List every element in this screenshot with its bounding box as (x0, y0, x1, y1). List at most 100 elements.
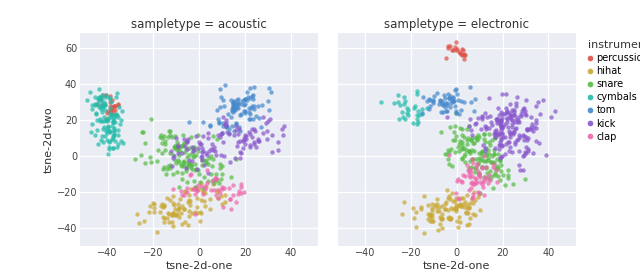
Point (212, 136, 222, 141)
Point (157, 201, 167, 206)
Point (225, 197, 235, 201)
Point (174, 145, 184, 149)
Point (511, 116, 521, 121)
Point (511, 100, 521, 105)
Point (97, 127, 108, 132)
Point (196, 181, 206, 185)
Point (464, 188, 474, 192)
Point (424, 219, 435, 223)
Point (488, 152, 499, 156)
Point (232, 140, 243, 145)
Point (497, 144, 507, 148)
Point (190, 185, 200, 190)
Point (233, 101, 243, 106)
Point (461, 211, 471, 215)
Point (116, 139, 127, 143)
Point (447, 190, 457, 195)
Point (215, 161, 225, 166)
Point (201, 159, 211, 164)
Point (186, 163, 196, 167)
Point (426, 214, 436, 219)
Point (526, 115, 536, 120)
Point (494, 132, 504, 136)
Point (230, 156, 240, 160)
Point (179, 158, 189, 163)
Point (474, 172, 484, 177)
Point (445, 43, 455, 48)
Point (451, 209, 461, 213)
Point (113, 133, 123, 137)
Point (453, 225, 463, 229)
Point (204, 149, 214, 153)
Point (464, 149, 474, 153)
Point (164, 198, 175, 202)
Point (516, 114, 526, 118)
Point (242, 90, 252, 94)
Point (264, 86, 275, 90)
Point (469, 109, 479, 113)
Point (228, 193, 238, 198)
Point (502, 110, 513, 114)
Point (444, 161, 454, 166)
Point (225, 114, 236, 119)
Point (263, 119, 273, 123)
Point (221, 124, 232, 129)
Point (105, 100, 115, 105)
Point (437, 99, 447, 103)
Point (448, 99, 458, 104)
Point (503, 124, 513, 129)
Point (518, 133, 529, 138)
Point (227, 107, 237, 112)
Point (108, 129, 118, 133)
Point (447, 199, 458, 203)
Point (170, 146, 180, 150)
Point (117, 108, 127, 113)
Point (100, 102, 110, 106)
Point (452, 92, 463, 97)
Point (97, 100, 107, 105)
Point (412, 92, 422, 96)
Point (435, 214, 445, 219)
Point (216, 95, 226, 99)
Point (96, 137, 106, 142)
Point (187, 151, 197, 155)
Point (511, 126, 521, 131)
Point (505, 131, 515, 136)
Point (182, 139, 193, 144)
Point (244, 130, 254, 135)
Point (204, 156, 214, 160)
Point (99, 103, 109, 107)
Point (500, 183, 510, 187)
Point (215, 87, 225, 92)
Point (221, 121, 231, 125)
Point (156, 135, 166, 140)
Point (184, 120, 194, 124)
Point (99, 118, 109, 123)
Point (480, 146, 490, 150)
Point (376, 99, 387, 104)
Point (193, 149, 204, 153)
Point (191, 134, 202, 139)
Point (217, 131, 227, 136)
Point (161, 196, 172, 200)
Point (518, 107, 529, 111)
Point (159, 216, 169, 220)
Point (495, 118, 505, 123)
Point (180, 189, 190, 193)
Point (485, 143, 495, 147)
Point (194, 187, 204, 191)
Point (212, 195, 223, 200)
Point (262, 137, 272, 141)
Point (497, 143, 507, 147)
Point (419, 231, 429, 235)
Point (209, 181, 219, 185)
Point (491, 128, 501, 132)
Point (105, 128, 115, 133)
Point (471, 157, 481, 161)
Point (512, 120, 522, 124)
Point (228, 100, 239, 104)
Point (451, 206, 461, 211)
Point (463, 221, 474, 226)
Point (216, 194, 227, 199)
Point (513, 118, 523, 122)
